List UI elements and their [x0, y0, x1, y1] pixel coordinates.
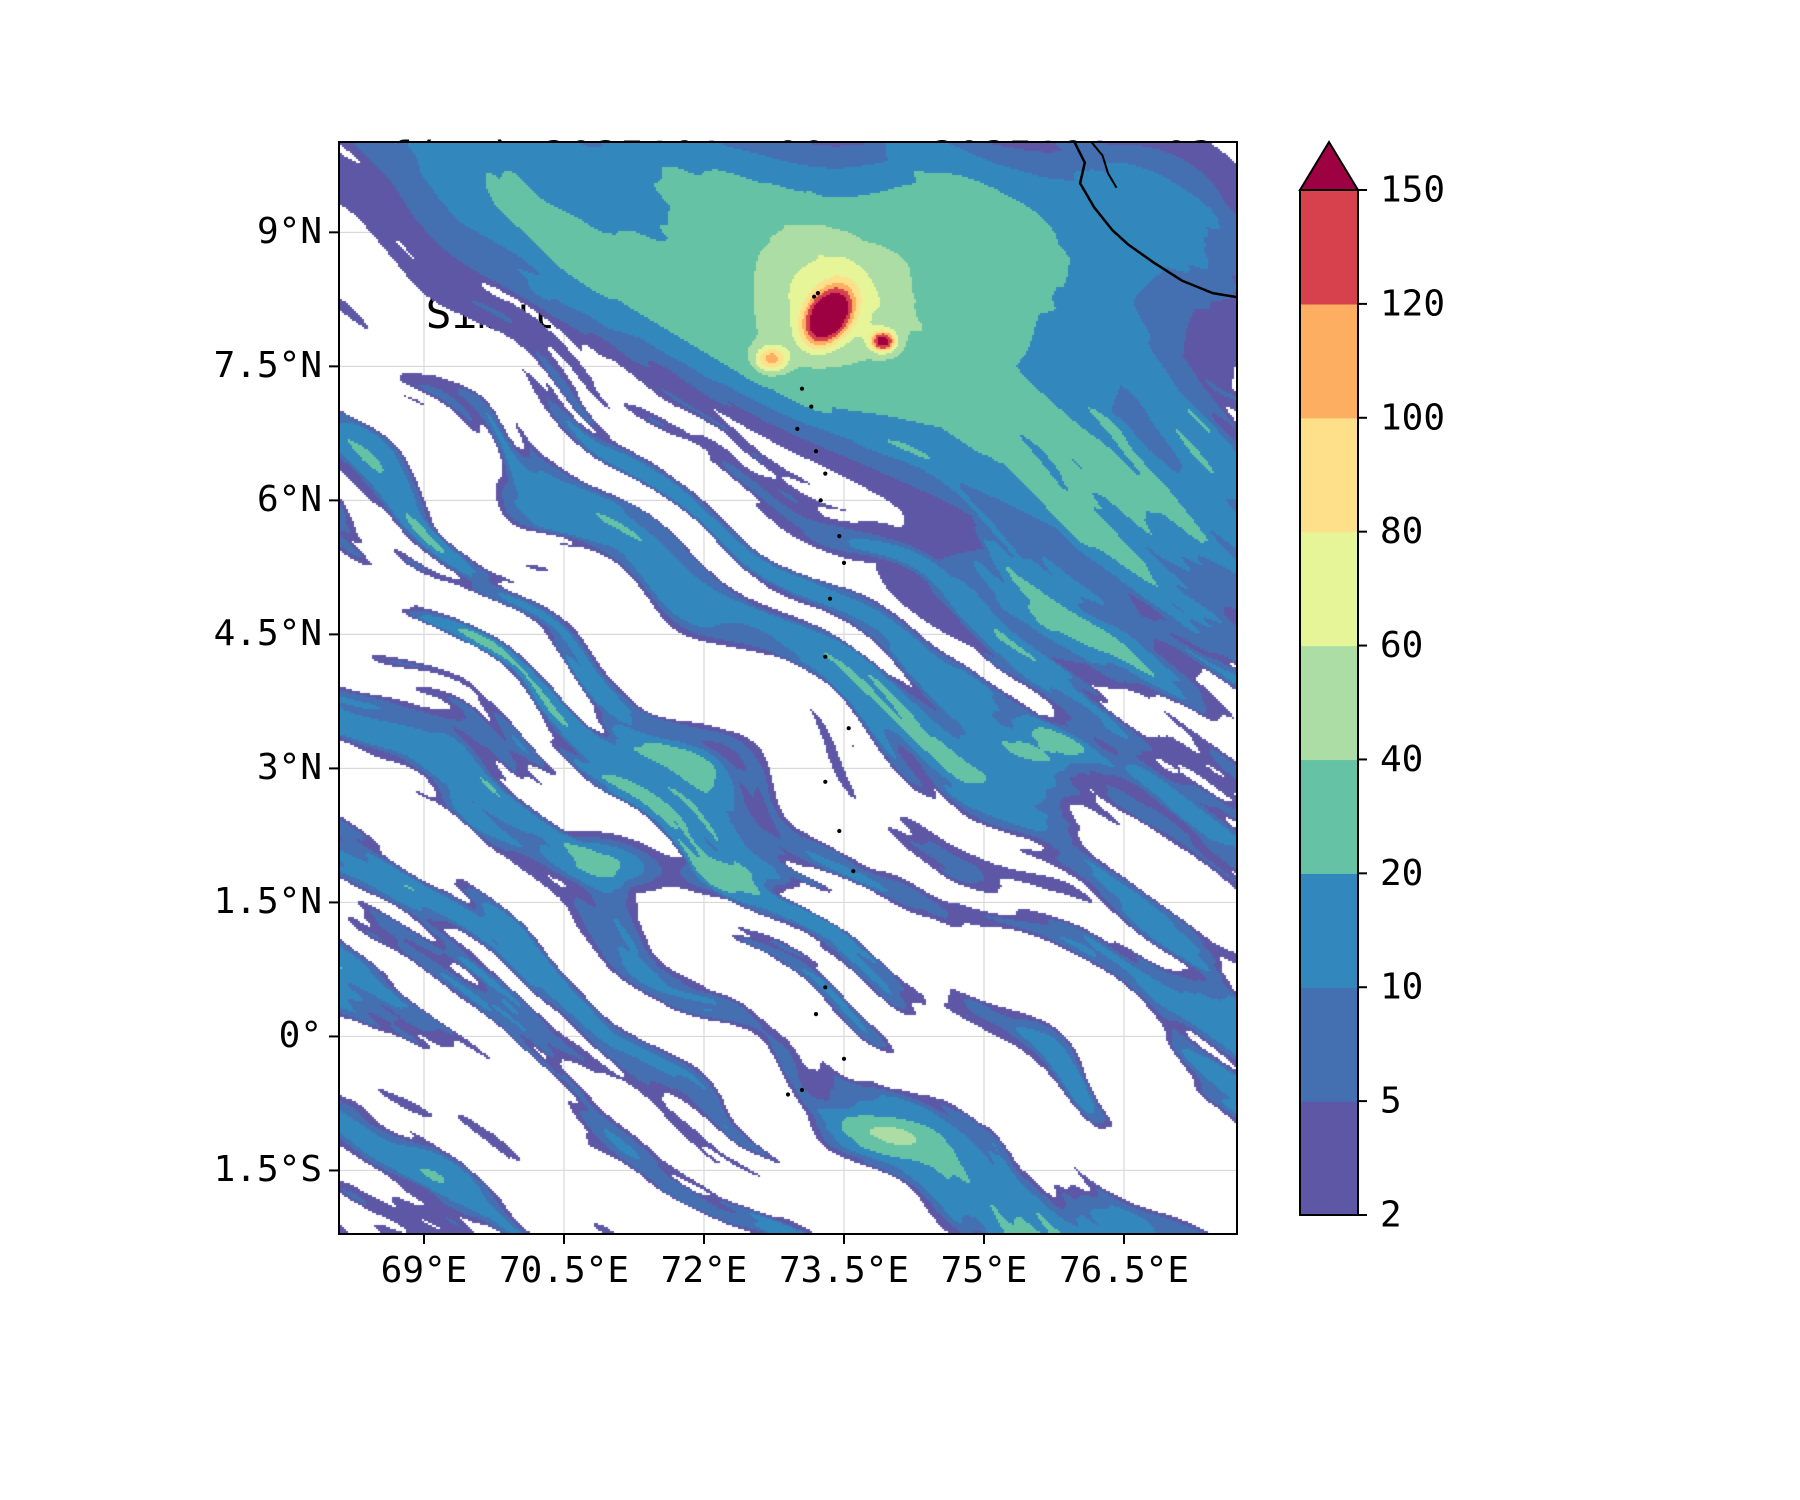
colorbar-tick-label: 20	[1380, 853, 1423, 894]
colorbar-tick-label: 5	[1380, 1081, 1402, 1122]
y-tick-label: 0°	[278, 1015, 322, 1057]
island-dot	[823, 779, 828, 784]
island-dot	[823, 985, 828, 990]
island-dot	[813, 449, 819, 454]
island-dot	[841, 560, 847, 565]
island-dot	[799, 386, 805, 391]
x-tick-label: 75°E	[940, 1250, 1028, 1291]
colorbar: 2 5 10 20 40 60 80 100 120 150	[1298, 140, 1445, 1236]
rainfall-field-canvas	[340, 143, 1236, 1233]
colorbar-outline	[1299, 189, 1359, 1216]
colorbar-tick-label: 60	[1380, 625, 1423, 666]
colorbar-segment	[1300, 645, 1358, 761]
island-dot	[823, 654, 828, 659]
x-tick-label: 69°E	[380, 1250, 468, 1291]
island-dot	[846, 726, 851, 731]
x-tick-label: 70.5°E	[498, 1250, 630, 1291]
island-dot	[785, 1092, 791, 1097]
y-tick-label: 4.5°N	[213, 613, 322, 655]
coastline	[1073, 143, 1236, 299]
y-tick-label: 3°N	[256, 747, 322, 789]
island-dot	[818, 498, 823, 503]
island-dot	[812, 294, 817, 299]
colorbar-extend-triangle	[1298, 140, 1360, 191]
colorbar-segment	[1300, 759, 1358, 874]
y-tick-label: 9°N	[256, 211, 322, 253]
island-dot	[851, 869, 856, 874]
colorbar-tick-label: 150	[1380, 170, 1445, 211]
colorbar-tick-label: 10	[1380, 967, 1423, 1008]
island-dot	[823, 471, 828, 476]
map-plot-area	[340, 143, 1236, 1233]
colorbar-tick-label: 120	[1380, 283, 1445, 324]
island-dot	[813, 1012, 819, 1017]
colorbar-tick-label: 40	[1380, 739, 1423, 780]
colorbar-segment	[1300, 190, 1358, 305]
coastline-layer	[785, 143, 1236, 1097]
y-tick-label: 1.5°N	[213, 881, 322, 923]
y-tick-label: 7.5°N	[213, 345, 322, 387]
colorbar-segment	[1300, 1101, 1358, 1216]
x-tick-label: 72°E	[660, 1250, 748, 1291]
y-tick-label: 1.5°S	[213, 1149, 322, 1191]
island-dot	[815, 291, 820, 296]
colorbar-segment	[1300, 873, 1358, 988]
plot-frame	[338, 141, 1238, 1235]
lagoon-line	[1090, 143, 1118, 189]
island-dot	[837, 534, 842, 539]
y-tick-label: 6°N	[256, 479, 322, 521]
colorbar-segment	[1300, 303, 1358, 419]
island-dot	[795, 426, 800, 431]
island-dot	[837, 828, 842, 834]
colorbar-segment	[1300, 531, 1358, 647]
island-dot	[799, 1087, 805, 1093]
x-tick-label: 76.5°E	[1058, 1250, 1190, 1291]
colorbar-tick-label: 2	[1380, 1195, 1402, 1236]
colorbar-segment	[1300, 417, 1358, 533]
x-tick-label: 73.5°E	[778, 1250, 910, 1291]
island-dot	[827, 596, 833, 601]
colorbar-tick-label: 80	[1380, 511, 1423, 552]
island-dot	[809, 404, 814, 409]
colorbar-tick-label: 100	[1380, 397, 1445, 438]
island-dot	[841, 1056, 847, 1061]
colorbar-segment	[1300, 987, 1358, 1102]
